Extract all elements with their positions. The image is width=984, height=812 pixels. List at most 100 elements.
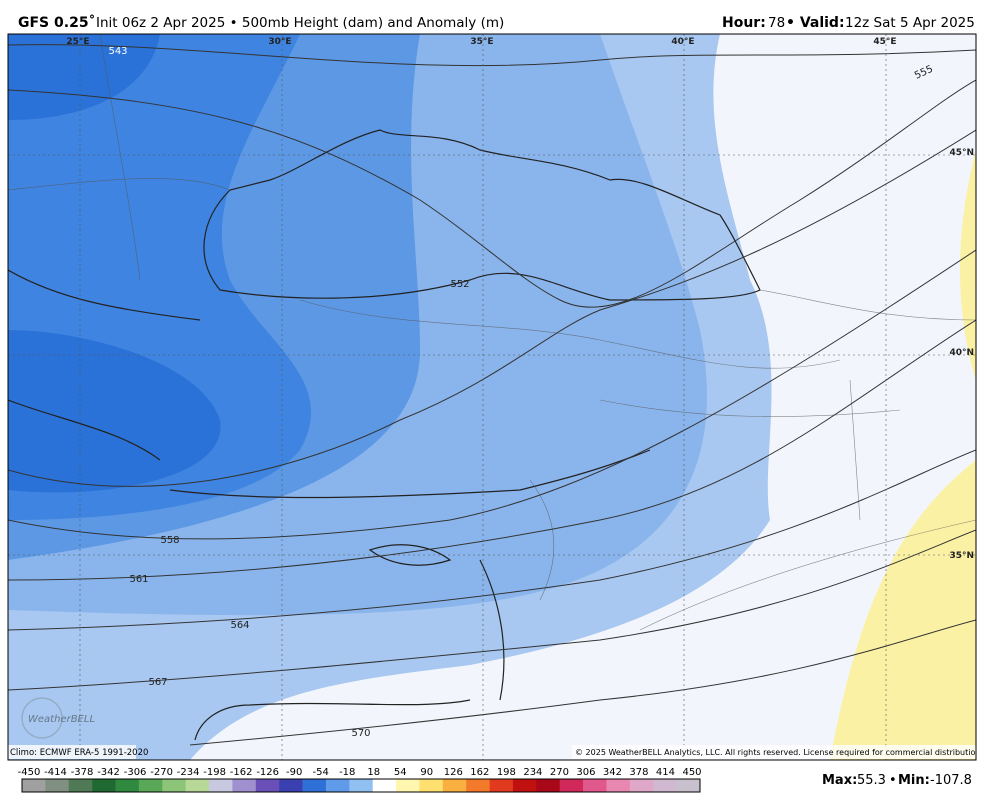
colorbar-label: -342 <box>97 767 120 778</box>
copyright: © 2025 WeatherBELL Analytics, LLC. All r… <box>575 748 983 757</box>
map-labels: 25°E 30°E 35°E 40°E 45°E 45°N 40°N 35°N 543 552 55… <box>66 37 974 739</box>
max-label: Max: <box>822 773 857 788</box>
longitude-label: 40°E <box>671 37 694 47</box>
colorbar-cell <box>68 779 93 792</box>
colorbar-label: 270 <box>550 767 569 778</box>
anomaly-positive <box>830 150 976 760</box>
colorbar-label: 18 <box>367 767 380 778</box>
colorbar-label: -126 <box>256 767 279 778</box>
valid: 12z Sat 5 Apr 2025 <box>845 15 975 31</box>
logo-swirl <box>21 697 63 739</box>
copyright-box <box>572 745 976 759</box>
hour: 78 <box>768 15 785 31</box>
longitude-label: 25°E <box>66 37 89 47</box>
separator: • <box>889 773 897 788</box>
colorbar-label: -234 <box>177 767 200 778</box>
colorbar-label: -18 <box>339 767 355 778</box>
colorbar-cell <box>22 779 46 792</box>
model: GFS 0.25˚ <box>18 14 96 31</box>
colorbar-cell <box>162 779 186 792</box>
hour-label: Hour: <box>722 15 766 31</box>
colorbar-label: 126 <box>444 767 463 778</box>
latitude-label: 45°N <box>949 148 974 158</box>
latitude-label: 40°N <box>949 348 974 358</box>
contour-label: 552 <box>450 279 469 290</box>
colorbar-label: 414 <box>656 767 675 778</box>
colorbar-cell <box>45 779 70 792</box>
colorbar-label: 90 <box>420 767 433 778</box>
longitude-label: 35°E <box>470 37 493 47</box>
colorbar-cell <box>676 779 701 792</box>
colorbar-label: -414 <box>44 767 67 778</box>
colorbar-label: -378 <box>71 767 94 778</box>
colorbar-cell <box>442 779 467 792</box>
colorbar-cell <box>512 779 537 792</box>
valid-label: • Valid: <box>786 15 845 31</box>
latitude-label: 35°N <box>949 551 974 561</box>
colorbar-cell <box>653 779 677 792</box>
longitude-label: 30°E <box>268 37 291 47</box>
colorbar-label: 306 <box>576 767 595 778</box>
colorbar-cell <box>489 779 514 792</box>
colorbar-cell <box>115 779 140 792</box>
logo: WeatherBELL <box>28 714 95 725</box>
description: Init 06z 2 Apr 2025 • 500mb Height (dam)… <box>96 15 504 31</box>
colorbar-frame <box>21 778 701 793</box>
colorbar-label: -198 <box>203 767 226 778</box>
contour-label: 567 <box>148 677 167 688</box>
climo-box <box>8 745 136 759</box>
colorbar-label: 54 <box>394 767 407 778</box>
map: 25°E 30°E 35°E 40°E 45°E 45°N 40°N 35°N 543 552 55… <box>8 34 983 760</box>
colorbar-label: 342 <box>603 767 622 778</box>
colorbar-label: -306 <box>124 767 147 778</box>
colorbar-cell <box>419 779 444 792</box>
graticule <box>8 34 976 760</box>
colorbar-label: 450 <box>682 767 701 778</box>
colorbar-cell <box>606 779 631 792</box>
colorbar-cell <box>583 779 607 792</box>
min: -107.8 <box>930 773 972 788</box>
colorbar-cell <box>209 779 233 792</box>
colorbar-cell <box>92 779 116 792</box>
colorbar-label: 198 <box>497 767 516 778</box>
colorbar-cell <box>349 779 373 792</box>
colorbar-cell <box>396 779 420 792</box>
colorbar-cell <box>138 779 163 792</box>
anomaly-strongest <box>8 34 221 493</box>
colorbar-cell <box>325 779 350 792</box>
contour-label: 558 <box>160 535 179 546</box>
colorbar-label: -54 <box>313 767 329 778</box>
contour-label: 543 <box>108 46 127 57</box>
borders <box>8 34 976 631</box>
contour-label: 561 <box>129 574 148 585</box>
colorbar-cell <box>185 779 210 792</box>
colorbar-cell <box>536 779 561 792</box>
colorbar-cell <box>372 779 397 792</box>
colorbar-cell <box>629 779 654 792</box>
contour-label: 564 <box>230 620 249 631</box>
colorbar-label: -162 <box>230 767 253 778</box>
longitude-label: 45°E <box>873 37 896 47</box>
colorbar-label: -270 <box>150 767 173 778</box>
map-frame <box>7 33 977 761</box>
contour-label: 570 <box>351 728 370 739</box>
colorbar-cell <box>279 779 303 792</box>
min-label: Min: <box>898 773 930 788</box>
colorbar-cell <box>466 779 490 792</box>
colorbar-cell <box>559 779 584 792</box>
colorbar: -450 -414 -378 -342 -306 -270 -234 -198 -162 -126… <box>18 767 702 793</box>
coastlines <box>8 129 761 741</box>
colorbar-cell <box>255 779 280 792</box>
colorbar-cell <box>232 779 257 792</box>
colorbar-label: 234 <box>523 767 542 778</box>
height-contours <box>8 44 976 746</box>
colorbar-label: -450 <box>18 767 41 778</box>
colorbar-cell <box>302 779 327 792</box>
colorbar-label: 378 <box>629 767 648 778</box>
climo: Climo: ECMWF ERA-5 1991-2020 <box>10 748 148 758</box>
max: 55.3 <box>857 773 886 788</box>
colorbar-label: 162 <box>470 767 489 778</box>
colorbar-label: -90 <box>286 767 302 778</box>
